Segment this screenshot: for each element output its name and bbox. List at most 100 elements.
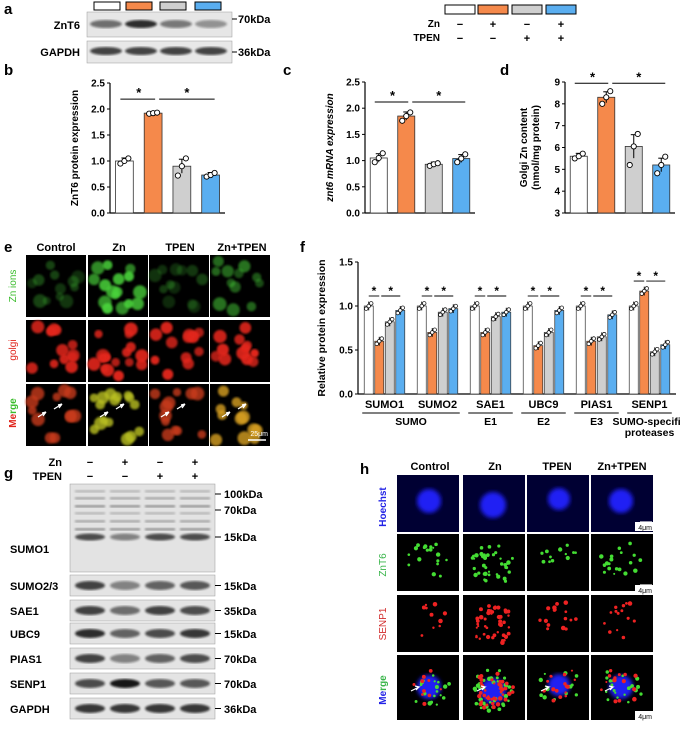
blot-band [75, 581, 105, 590]
bar [201, 174, 220, 214]
marker-label: 70kDa [224, 654, 257, 666]
panel-h: h Control Zn TPEN Zn+TPEN Hoechst ZnT6 S… [360, 461, 653, 721]
sumo1-smear-band [180, 490, 210, 493]
arrow-marker [221, 411, 231, 418]
f-sig-star: * [637, 269, 642, 283]
senp1-puncta [503, 638, 506, 642]
znt6-puncta [507, 570, 511, 574]
cell [134, 426, 145, 437]
gapdh-a-band-3 [195, 47, 227, 55]
blot-label: PIAS1 [10, 654, 42, 666]
znt6-puncta [491, 553, 496, 557]
senp1-puncta [485, 634, 491, 640]
senp1-puncta [482, 705, 485, 708]
znt6-puncta [538, 677, 543, 683]
cell [209, 433, 223, 447]
arrow-marker [476, 685, 487, 692]
y-tick-label: 1.5 [91, 131, 105, 142]
senp1-puncta [510, 690, 515, 694]
senp1-puncta [498, 683, 503, 688]
data-point [603, 94, 610, 101]
sumo1-smear-band [110, 512, 140, 515]
znt6-puncta [617, 546, 622, 550]
znt6-puncta [487, 545, 492, 549]
znt6-puncta [542, 695, 547, 700]
treatment-box-2 [511, 4, 543, 15]
znt6-puncta [541, 559, 546, 564]
data-point [125, 155, 132, 162]
f-data-point [528, 301, 533, 306]
sumo1-smear-band [110, 520, 140, 523]
legend-zn-sign: + [558, 19, 564, 31]
cell [135, 349, 149, 363]
gapdh-a-band-2 [160, 47, 192, 55]
marker-label: 15kDa [224, 629, 257, 641]
cell [149, 328, 163, 341]
cell [121, 347, 132, 358]
bar [397, 115, 416, 214]
senp1-puncta [487, 604, 491, 608]
cell [54, 283, 66, 295]
f-y-tick-label: 1.5 [339, 258, 353, 269]
znt6-puncta [427, 701, 433, 706]
blot-gapdh: GAPDH 36kDa [10, 697, 257, 720]
znt6-puncta [433, 680, 436, 683]
panel-g-zn-label: Zn [49, 457, 63, 469]
senp1-puncta [486, 610, 491, 616]
bar [143, 112, 163, 214]
znt6-puncta [413, 546, 419, 551]
f-data-point [453, 303, 458, 309]
senp1-puncta [491, 701, 495, 706]
blot-band [180, 679, 210, 688]
panel-h-image-r3-c2 [527, 655, 589, 720]
f-sig-star: * [600, 284, 605, 298]
arrow-marker [540, 685, 551, 692]
senp1-puncta [500, 679, 505, 684]
znt6-puncta [614, 691, 617, 694]
f-data-point [544, 332, 549, 338]
znt6-puncta [414, 700, 418, 703]
cell [33, 294, 47, 308]
blot-label: SUMO2/3 [10, 581, 58, 593]
senp1-puncta [421, 693, 424, 696]
f-data-point [642, 288, 647, 294]
f-data-point [400, 305, 405, 310]
sumo1-smear-band [75, 512, 105, 515]
cell [239, 322, 252, 334]
cell [221, 265, 234, 278]
panel-f-letter: f [300, 239, 306, 256]
sumo1-smear-band [145, 505, 175, 508]
f-data-point [578, 303, 583, 309]
cell [213, 329, 227, 344]
cell [160, 321, 173, 334]
cell [27, 406, 37, 415]
senp1-puncta [603, 622, 606, 625]
znt6-puncta [473, 688, 478, 692]
bar [115, 160, 134, 214]
znt6-puncta [481, 563, 486, 568]
znt6-puncta [539, 693, 543, 698]
senp1-puncta [494, 605, 497, 608]
panel-d: d 3 4 5 6 7 8 9 Golgi Zn content (nmol/mg protei… [500, 62, 675, 220]
cell [124, 329, 134, 339]
cell [111, 291, 120, 300]
f-y-tick-label: 1.0 [339, 302, 353, 313]
znt6-puncta [612, 688, 616, 692]
senp1-puncta [538, 618, 542, 622]
panel-h-scale-label: 4μm [638, 588, 652, 595]
znt6-puncta [482, 701, 486, 706]
data-point [379, 150, 386, 157]
blot-band [180, 704, 210, 713]
y-tick-label: 2.0 [346, 104, 360, 115]
senp1-puncta [500, 640, 505, 646]
panel-h-image-r2-c2 [527, 595, 589, 652]
cell [98, 353, 108, 363]
bar [452, 158, 471, 214]
f-data-point [440, 310, 445, 315]
blot-label: SAE1 [10, 606, 39, 618]
znt6-puncta [619, 551, 623, 555]
f-data-point [663, 342, 668, 347]
panel-h-image-r0-c0 [397, 475, 459, 532]
panel-g: g Zn TPEN − − + − − + + + SUMO1 100kDa 70kDa 15… [4, 457, 263, 720]
znt6-puncta [445, 558, 448, 562]
